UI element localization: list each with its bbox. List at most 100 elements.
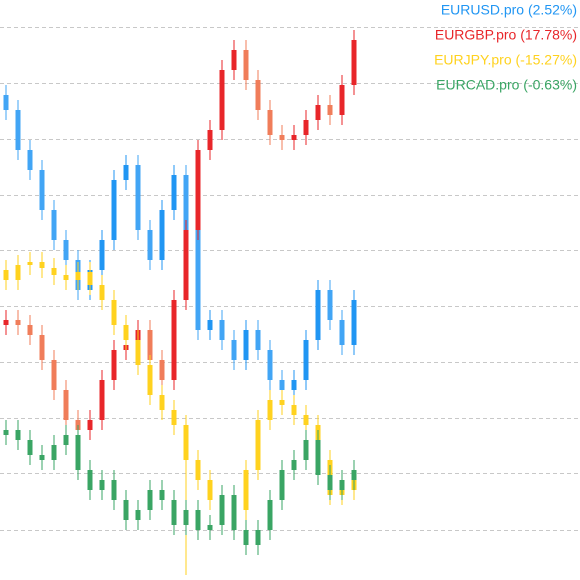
candle-body [303,340,309,380]
candle-body [231,340,237,360]
candle-body [75,435,81,470]
candle-body [315,105,321,120]
candle-body [123,165,129,180]
candle-body [183,425,189,460]
candle-body [159,210,165,260]
candle-body [351,470,357,480]
candle-body [183,510,189,525]
candle-body [255,420,261,470]
candle-body [15,430,21,440]
candle-body [51,445,57,460]
candle-body [99,285,105,300]
legend-entry: EURJPY.pro (-15.27%) [434,52,577,68]
candle-body [27,440,33,455]
candle-body [147,230,153,260]
candle-body [39,335,45,360]
candle-body [27,150,33,170]
candle-body [3,95,9,110]
candle-body [15,265,21,280]
candle-body [255,530,261,545]
candle-body [339,85,345,115]
candle-body [207,320,213,330]
candle-body [327,290,333,320]
candle-body [27,262,33,265]
candle-body [183,230,189,300]
legend-entry: EURUSD.pro (2.52%) [441,2,577,18]
candle-body [327,475,333,490]
candle-body [171,300,177,380]
candle-body [99,480,105,490]
candle-body [267,350,273,380]
candle-body [159,360,165,380]
candle-body [267,400,273,420]
candle-body [15,320,21,325]
candle-body [315,290,321,340]
legend-entry: EURGBP.pro (17.78%) [435,27,577,43]
candle-body [15,110,21,150]
candle-body [195,150,201,230]
candle-body [231,50,237,70]
candle-body [303,415,309,425]
candle-body [147,330,153,360]
candle-body [315,440,321,475]
candle-body [303,440,309,460]
candle-body [195,510,201,530]
candle-body [279,400,285,405]
candle-body [3,320,9,325]
candle-body [87,420,93,430]
candle-body [207,525,213,530]
candle-body [111,300,117,325]
candle-body [207,130,213,150]
candle-body [159,395,165,410]
candle-body [99,240,105,270]
candle-body [123,500,129,520]
candle-body [171,175,177,210]
candle-body [63,435,69,445]
candle-body [147,490,153,510]
candle-body [267,110,273,135]
candle-body [255,330,261,350]
candle-body [27,325,33,335]
candle-body [219,70,225,130]
candle-body [51,268,57,275]
candle-body [243,330,249,360]
candle-body [303,120,309,135]
candle-body [279,380,285,390]
candle-body [171,500,177,525]
candle-body [111,350,117,380]
candle-body [63,240,69,260]
candle-body [87,470,93,490]
candle-body [111,480,117,500]
candle-body [243,530,249,545]
candle-body [39,455,45,460]
candle-body [231,495,237,530]
candle-body [51,360,57,390]
candle-body [351,300,357,345]
candle-body [279,135,285,140]
candle-body [255,80,261,110]
candle-body [135,165,141,230]
candle-body [171,410,177,425]
candle-body [51,210,57,240]
candle-body [339,320,345,345]
candle-body [63,275,69,280]
candle-body [207,480,213,500]
candle-body [159,490,165,500]
candle-body [135,510,141,520]
candle-body [351,40,357,85]
candle-body [291,135,297,140]
candle-body [327,105,333,115]
candle-body [3,430,9,435]
candle-body [39,262,45,268]
candle-body [99,380,105,420]
candle-body [87,272,93,285]
candle-body [39,170,45,210]
candle-body [243,470,249,510]
candle-body [243,50,249,80]
candle-body [183,175,189,230]
legend-entry: EURCAD.pro (-0.63%) [436,77,577,93]
candle-body [279,470,285,500]
candle-body [339,480,345,490]
candle-body [195,460,201,480]
